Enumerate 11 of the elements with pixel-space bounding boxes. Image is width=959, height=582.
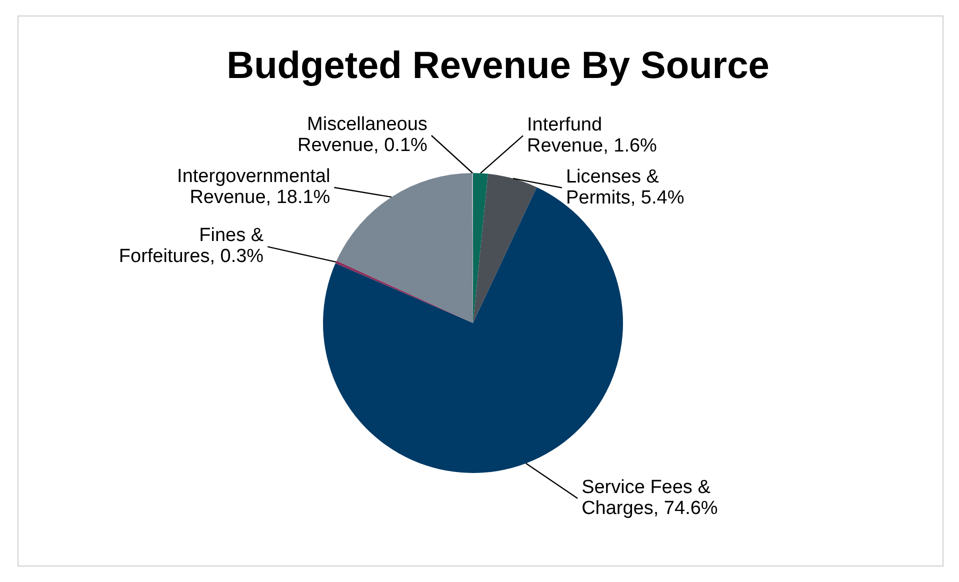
slice-label: Licenses & Permits, 5.4% [566,166,684,208]
slice-label: Intergovernmental Revenue, 18.1% [177,166,330,208]
slice-label: Service Fees & Charges, 74.6% [582,476,718,519]
pie-slice [335,260,473,323]
pie-slice [473,174,537,323]
pie-slice [473,173,488,323]
slice-label: Fines & Forfeitures, 0.3% [118,225,264,268]
pie-slice [336,173,473,323]
slice-label: Miscellaneous Revenue, 0.1% [298,114,428,156]
slice-label: Interfund Revenue, 1.6% [527,114,658,156]
chart-title: Budgeted Revenue By Source [226,45,770,87]
